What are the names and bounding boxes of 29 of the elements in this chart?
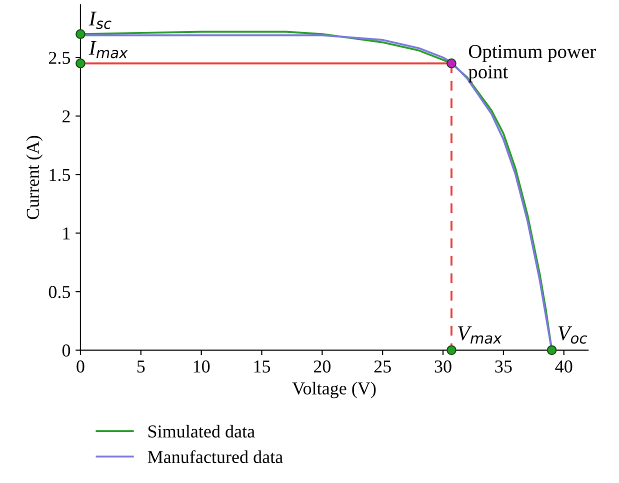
point: [76, 29, 86, 40]
x-tick-label: 15: [254, 360, 270, 373]
y-tick-label: 0.5: [48, 286, 70, 298]
legend-label: Simulated data: [148, 424, 255, 438]
x-tick-label: 5: [137, 360, 145, 373]
x-tick-label: 40: [555, 360, 572, 373]
annotation: I$_{sc}$: [88, 12, 112, 30]
annotation: I$_{max}$: [88, 41, 128, 58]
point: [446, 58, 456, 68]
annotation: Optimum power point: [468, 44, 596, 82]
x-tick-label: 0: [76, 360, 84, 373]
y-tick-label: 1: [63, 227, 70, 240]
x-axis-title: Voltage (V): [292, 382, 376, 398]
legend-label: Manufactured data: [148, 450, 283, 464]
x-tick-label: 20: [314, 360, 331, 373]
y-axis-title: Current (A): [26, 136, 43, 220]
x-tick-label: 30: [434, 360, 452, 373]
y-tick-label: 1.5: [50, 168, 70, 182]
annotation: V$_{max}$: [458, 326, 502, 344]
annotation: V$_{oc}$: [558, 326, 588, 344]
point: [546, 345, 557, 356]
point: [446, 345, 456, 356]
x-tick-label: 10: [194, 360, 210, 373]
y-tick-label: 0: [62, 344, 70, 357]
x-tick-label: 35: [495, 360, 512, 373]
y-tick-label: 2.5: [48, 52, 70, 64]
y-tick-label: 2: [62, 110, 70, 122]
x-tick-label: 25: [374, 360, 391, 373]
point: [76, 58, 86, 68]
